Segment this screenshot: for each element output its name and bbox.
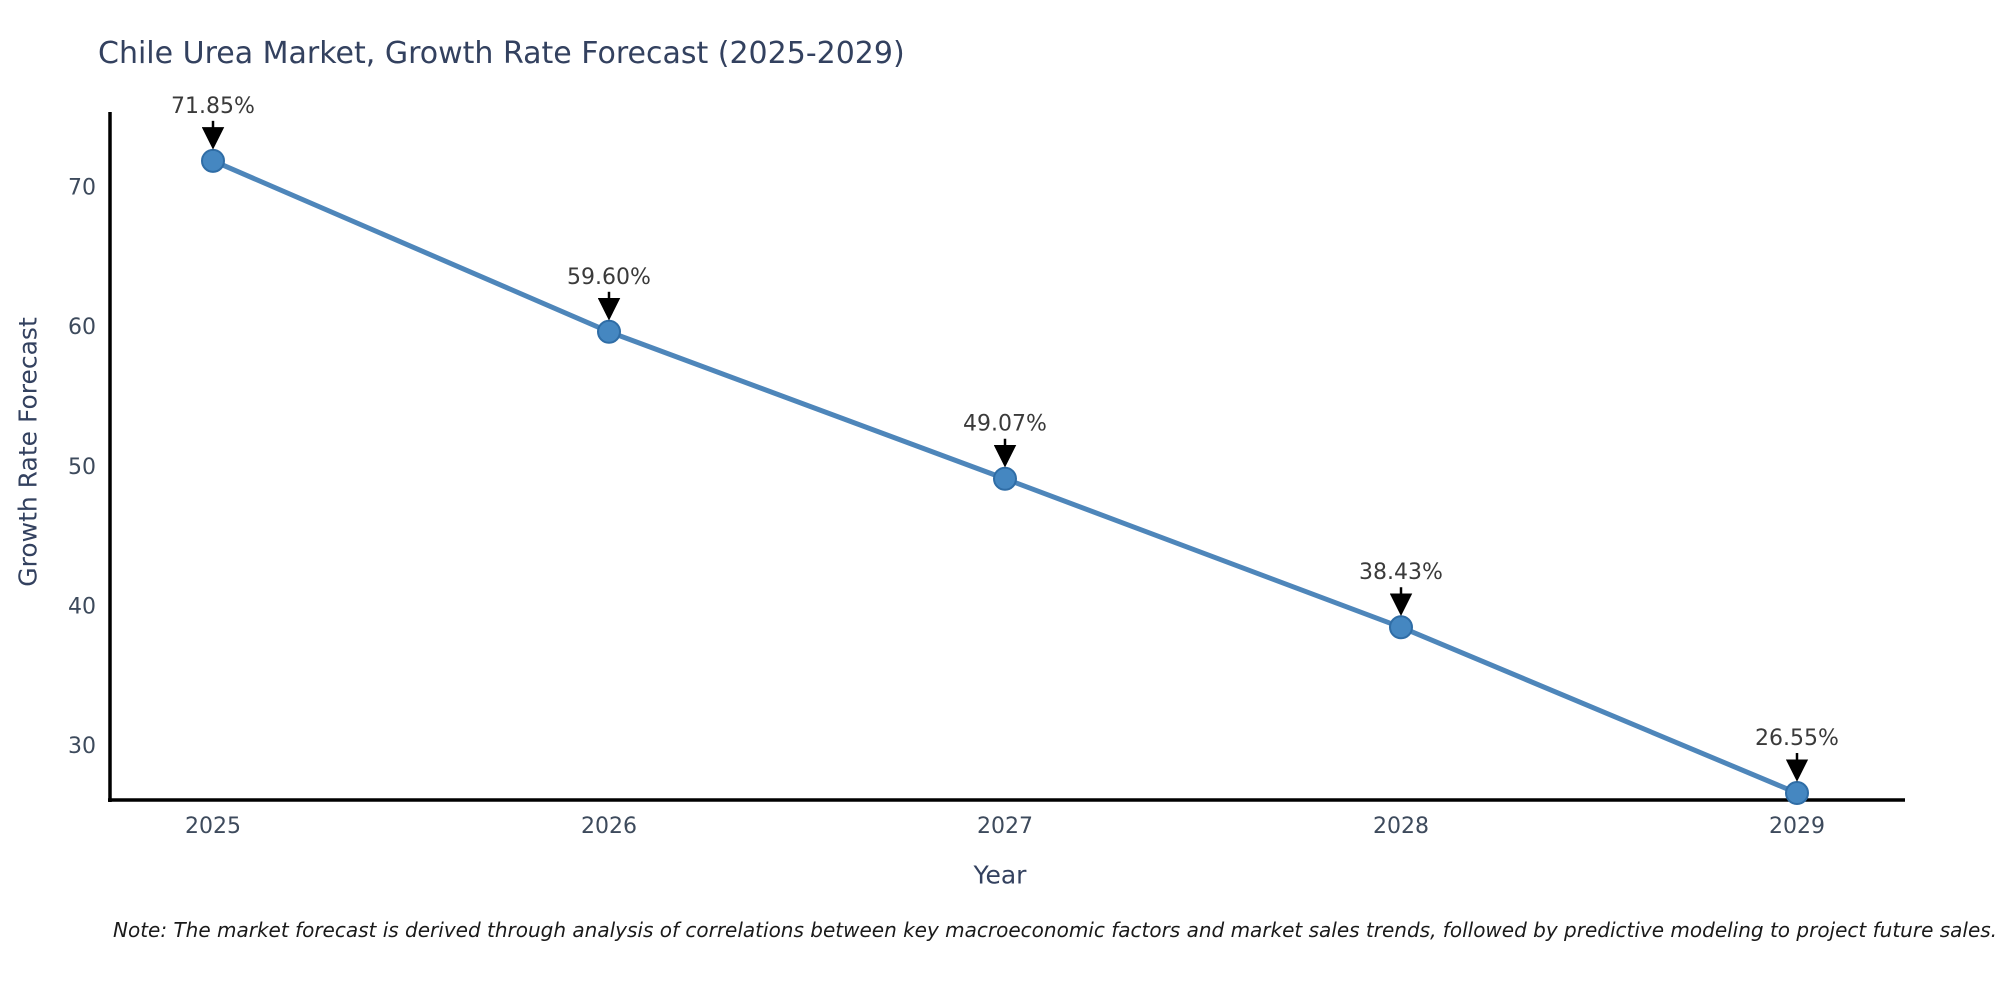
data-point-marker (1389, 615, 1413, 640)
line-series (201, 148, 1809, 806)
x-tick-label: 2028 (1373, 814, 1429, 839)
point-value-label: 38.43% (1359, 560, 1443, 585)
data-point-marker (201, 148, 225, 173)
x-axis-title: Year (973, 860, 1027, 890)
data-point-marker (597, 319, 621, 344)
x-tick-label: 2026 (581, 814, 637, 839)
y-tick-label: 50 (68, 455, 96, 480)
y-tick-label: 30 (68, 734, 96, 759)
point-value-label: 49.07% (963, 412, 1047, 437)
y-axis-title: Growth Rate Forecast (13, 317, 43, 587)
point-value-label: 59.60% (567, 265, 651, 290)
chart-title: Chile Urea Market, Growth Rate Forecast … (98, 36, 905, 71)
x-tick-label: 2027 (977, 814, 1033, 839)
tick-labels: 30 40 50 60 70 2025 2026 2027 2028 2029 (68, 176, 1825, 839)
x-tick-label: 2025 (185, 814, 241, 839)
y-tick-label: 70 (68, 176, 96, 201)
point-value-label: 26.55% (1755, 726, 1839, 751)
y-tick-label: 40 (68, 594, 96, 619)
point-annotations: 71.85% 59.60% 49.07% 38.43% 26.55% (171, 94, 1839, 782)
y-tick-label: 60 (68, 315, 96, 340)
data-point-marker (993, 466, 1017, 491)
x-tick-label: 2029 (1769, 814, 1825, 839)
point-value-label: 71.85% (171, 94, 255, 119)
axes (108, 112, 1905, 802)
footnote: Note: The market forecast is derived thr… (113, 918, 1998, 942)
data-point-marker (1785, 781, 1809, 806)
